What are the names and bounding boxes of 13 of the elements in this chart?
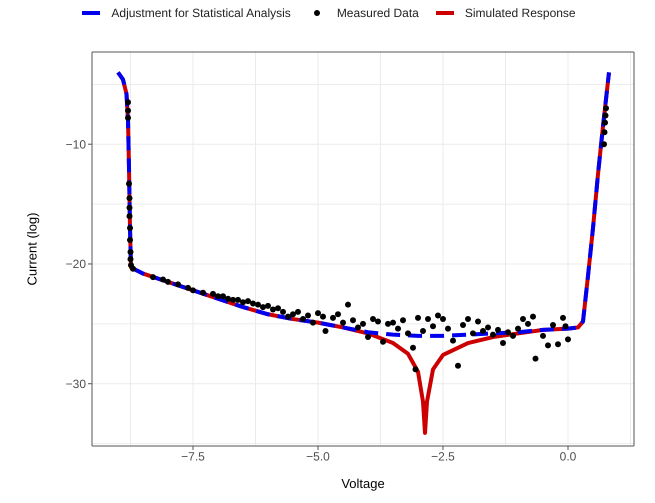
- y-tick-label: −10: [66, 137, 86, 152]
- legend-label: Adjustment for Statistical Analysis: [111, 6, 291, 20]
- y-tick-label: −30: [66, 376, 86, 391]
- x-axis-title: Voltage: [341, 476, 385, 491]
- line-series: [116, 70, 611, 338]
- legend-label: Measured Data: [336, 6, 419, 20]
- y-tick-label: −20: [66, 257, 86, 272]
- x-tick-label: −5.0: [306, 450, 330, 464]
- x-tick-label: −7.5: [181, 450, 206, 464]
- y-axis-title: Current (log): [24, 212, 40, 286]
- x-tick-label: 0.0: [560, 450, 577, 464]
- legend-label: Simulated Response: [464, 6, 576, 20]
- x-tick-label: −2.5: [431, 450, 456, 464]
